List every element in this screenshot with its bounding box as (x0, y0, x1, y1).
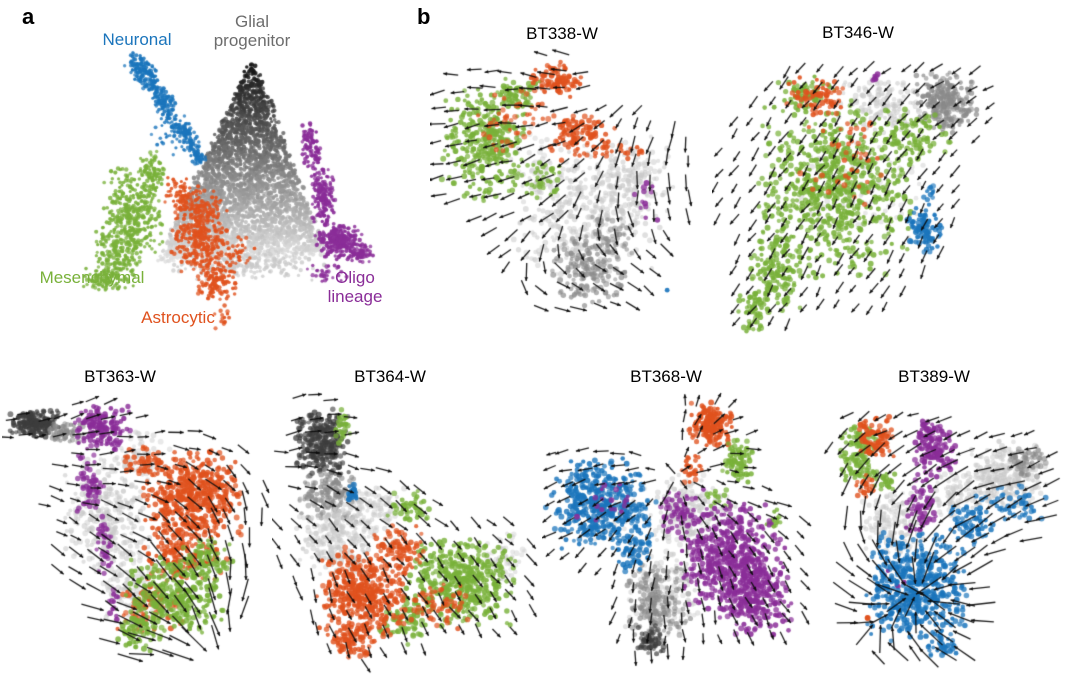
bt346w-velocity-canvas (712, 44, 1002, 340)
annotation-astrocytic: Astrocytic (141, 308, 215, 327)
bt363w-velocity-canvas (2, 392, 270, 677)
annotation-oligo-lineage: Oligo lineage (327, 268, 383, 307)
plot-title-bt368w: BT368-W (630, 367, 702, 386)
panel-a-label: a (22, 4, 35, 29)
bt368w-velocity-canvas (542, 392, 820, 677)
annotation-neuronal: Neuronal (102, 30, 172, 49)
panel-a-scatter-canvas (30, 45, 410, 340)
plot-title-bt338w: BT338-W (526, 24, 598, 43)
annotation-mesenchymal: Mesenchymal (39, 268, 145, 287)
panel-b-label: b (417, 4, 431, 29)
bt389w-velocity-canvas (822, 392, 1062, 677)
bt364w-velocity-canvas (272, 390, 552, 677)
plot-title-bt346w: BT346-W (822, 23, 894, 42)
plot-title-bt389w: BT389-W (898, 367, 970, 386)
bt338w-velocity-canvas (430, 46, 708, 336)
plot-title-bt364w: BT364-W (354, 367, 426, 386)
annotation-glial-progenitor: Glial progenitor (213, 12, 291, 51)
plot-title-bt363w: BT363-W (84, 367, 156, 386)
